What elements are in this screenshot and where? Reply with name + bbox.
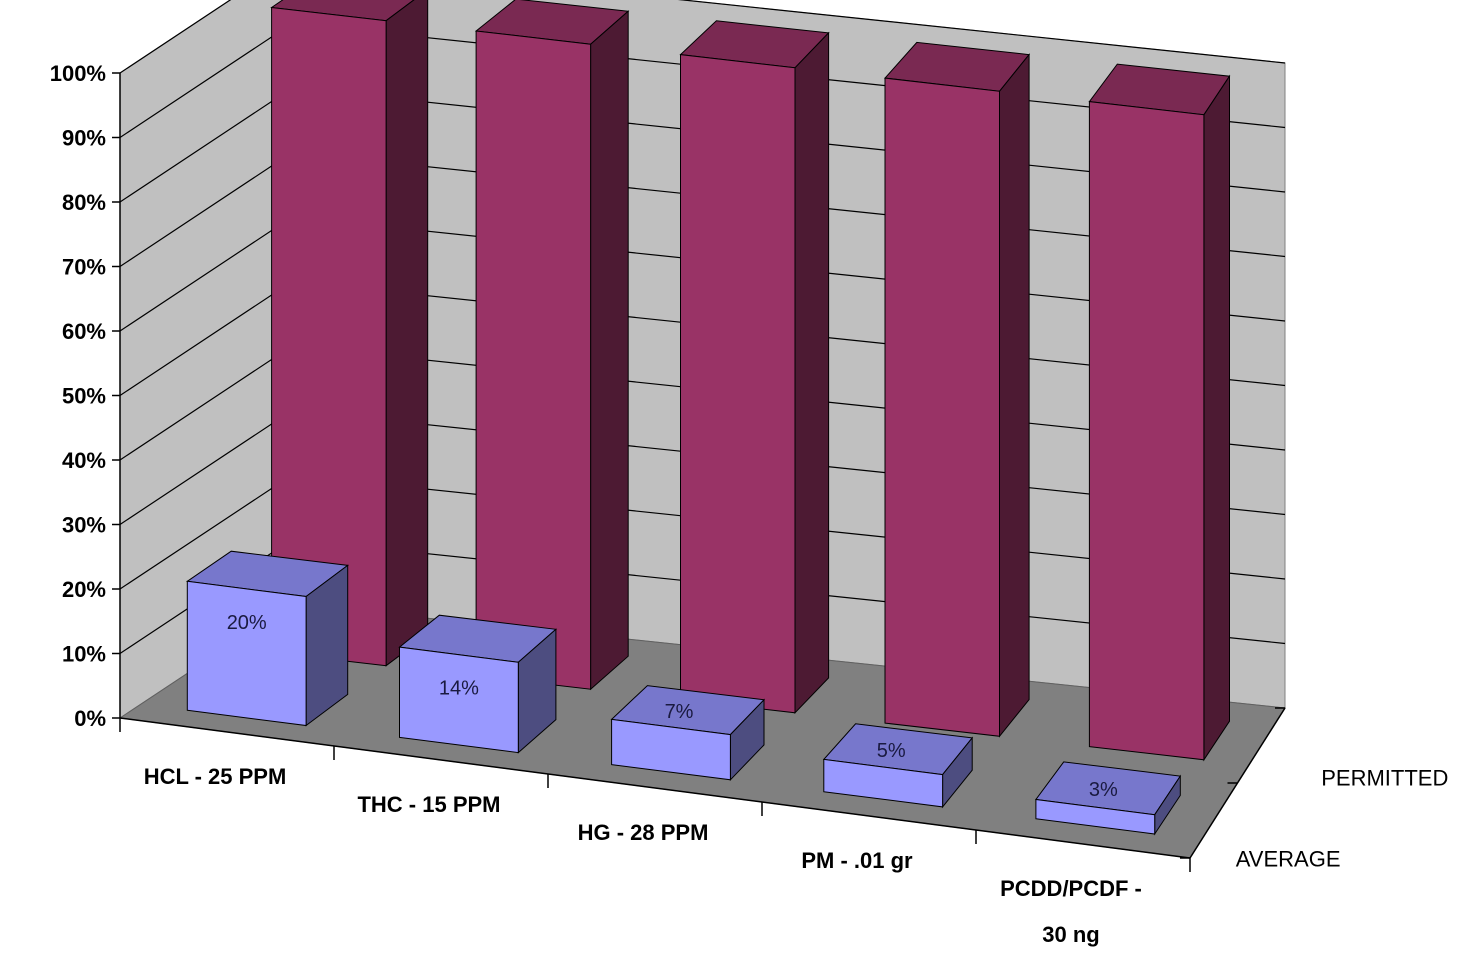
y-tick-label: 10% [62,642,106,667]
data-label: 7% [665,701,694,723]
gridline [119,0,1286,74]
y-tick-label: 90% [62,126,106,151]
y-tick-label: 70% [62,255,106,280]
bar-front [1088,101,1205,761]
data-label: 14% [439,678,479,700]
y-tick-label: 100% [50,61,106,86]
average-bar [1034,761,1182,836]
bar-side [794,31,830,715]
bar-front [1035,798,1156,835]
bar-side [385,0,429,667]
permitted-bar [883,41,1031,738]
category-label: THC - 15 PPM [357,792,500,817]
category-label: 30 ng [1042,922,1099,947]
x-axis-line [119,717,1191,859]
bar-side [999,53,1030,738]
y-tick-label: 50% [62,384,106,409]
bar-front [611,718,731,781]
y-tick-label: 20% [62,577,106,602]
bar-front [680,54,796,714]
permitted-bar [1088,63,1231,762]
permitted-bar [679,20,830,715]
average-bar [185,550,349,727]
data-label: 3% [1089,779,1118,801]
category-label: HG - 28 PPM [578,820,709,845]
y-tick-label: 30% [62,513,106,538]
series-label: AVERAGE [1236,847,1341,872]
average-bar [610,685,766,782]
bar-side [1203,74,1230,762]
bar-front [399,646,519,754]
category-label: HCL - 25 PPM [144,764,287,789]
y-tick-label: 80% [62,190,106,215]
bar-front [823,758,944,808]
bar-front [186,580,307,727]
data-label: 20% [227,612,267,634]
category-label: PM - .01 gr [801,848,913,873]
y-tick-label: 0% [74,706,106,731]
bar-front [884,77,1000,737]
average-bar [822,723,974,809]
category-label: PCDD/PCDF - [1000,876,1142,901]
average-bar [398,614,558,754]
permitted-bar [270,0,429,667]
bar-front [475,30,592,690]
series-label: PERMITTED [1321,766,1448,791]
bar-side [590,10,629,691]
permitted-bar [474,0,630,691]
y-tick-label: 40% [62,448,106,473]
y-tick-label: 60% [62,319,106,344]
data-label: 5% [877,740,906,762]
